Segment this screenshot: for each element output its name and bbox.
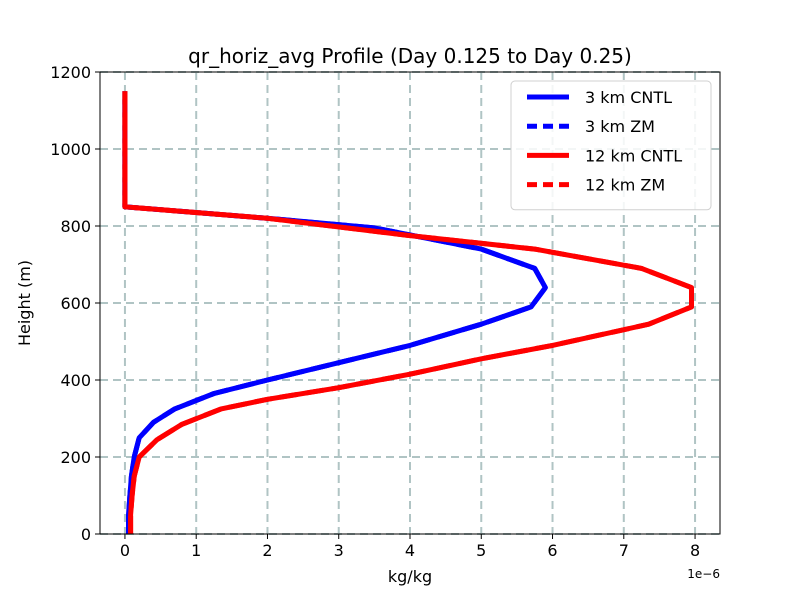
y-tick-label: 800 <box>60 217 91 236</box>
y-tick-label: 0 <box>81 525 91 544</box>
series-lines <box>122 91 694 534</box>
y-tick-label: 600 <box>60 294 91 313</box>
x-tick-label: 0 <box>120 541 130 560</box>
x-tick-label: 1 <box>191 541 201 560</box>
legend-label: 3 km ZM <box>585 117 655 136</box>
x-tick-label: 3 <box>334 541 344 560</box>
x-tick-label: 2 <box>262 541 272 560</box>
legend: 3 km CNTL 3 km ZM 12 km CNTL 12 km ZM <box>510 80 712 211</box>
grid <box>100 71 720 535</box>
y-tick-label: 400 <box>60 371 91 390</box>
legend-label: 3 km CNTL <box>585 88 672 107</box>
legend-label: 12 km CNTL <box>585 146 682 165</box>
x-axis-label: kg/kg <box>388 567 432 586</box>
x-tick-label: 7 <box>619 541 629 560</box>
series-line-3 <box>122 91 694 534</box>
x-tick-label: 4 <box>405 541 415 560</box>
y-tick-label: 200 <box>60 448 91 467</box>
axis-ticks: 0 1 2 3 4 5 6 7 8 0 200 400 600 800 1000 1200 <box>50 63 700 560</box>
x-axis-offset-label: 1e−6 <box>687 567 720 581</box>
y-tick-label: 1000 <box>50 140 91 159</box>
legend-box <box>510 80 712 211</box>
x-tick-label: 6 <box>547 541 557 560</box>
legend-label: 12 km ZM <box>585 176 665 195</box>
chart-title: qr_horiz_avg Profile (Day 0.125 to Day 0… <box>188 44 632 68</box>
y-axis-label: Height (m) <box>15 260 34 346</box>
x-tick-label: 5 <box>476 541 486 560</box>
y-tick-label: 1200 <box>50 63 91 82</box>
x-tick-label: 8 <box>690 541 700 560</box>
